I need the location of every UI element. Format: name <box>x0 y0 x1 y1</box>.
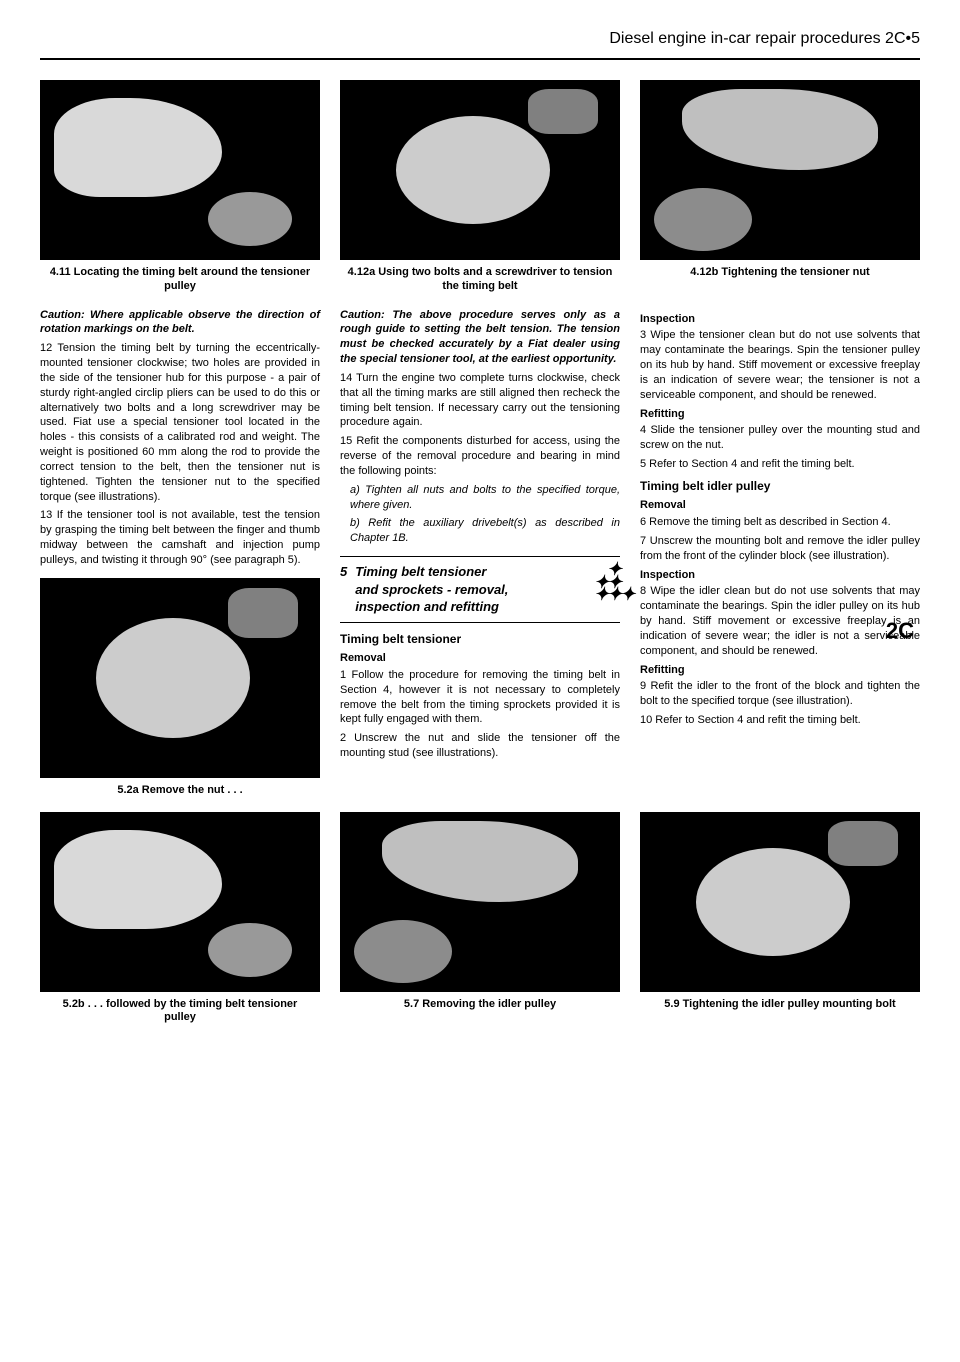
figure-caption: 5.9 Tightening the idler pulley mounting… <box>664 998 895 1012</box>
header-rule <box>40 58 920 60</box>
para-13: 13 If the tensioner tool is not availabl… <box>40 508 320 567</box>
para-tbt-5: 5 Refer to Section 4 and refit the timin… <box>640 457 920 472</box>
para-idler-9: 9 Refit the idler to the front of the bl… <box>640 679 920 709</box>
para-15b: b) Refit the auxiliary drivebelt(s) as d… <box>340 516 620 546</box>
figure-4-12a: 4.12a Using two bolts and a screwdriver … <box>340 80 620 294</box>
para-idler-10: 10 Refer to Section 4 and refit the timi… <box>640 713 920 728</box>
para-15: 15 Refit the components disturbed for ac… <box>340 434 620 479</box>
subsubhead-inspection: Inspection <box>640 312 920 327</box>
para-idler-8: 8 Wipe the idler clean but do not use so… <box>640 584 920 658</box>
figure-row-top: 4.11 Locating the timing belt around the… <box>40 80 920 294</box>
figure-5-7: 5.7 Removing the idler pulley <box>340 812 620 1026</box>
figure-image <box>340 80 620 260</box>
column-left: Caution: Where applicable observe the di… <box>40 308 320 798</box>
figure-4-12b: 4.12b Tightening the tensioner nut <box>640 80 920 294</box>
para-14: 14 Turn the engine two complete turns cl… <box>340 371 620 430</box>
para-idler-6: 6 Remove the timing belt as described in… <box>640 515 920 530</box>
text-row-main: Caution: Where applicable observe the di… <box>40 308 920 798</box>
subsubhead-inspection: Inspection <box>640 568 920 583</box>
column-right: Inspection 3 Wipe the tensioner clean bu… <box>640 308 920 798</box>
para-15a: a) Tighten all nuts and bolts to the spe… <box>340 483 620 513</box>
difficulty-icon: ✦✦✦✦✦✦ <box>594 563 620 601</box>
section-number: 5 <box>340 563 347 581</box>
figure-image <box>40 578 320 778</box>
para-tbt-3: 3 Wipe the tensioner clean but do not us… <box>640 328 920 402</box>
figure-caption: 4.12a Using two bolts and a screwdriver … <box>347 266 613 294</box>
figure-caption: 4.11 Locating the timing belt around the… <box>47 266 313 294</box>
figure-image <box>40 812 320 992</box>
para-tbt-2: 2 Unscrew the nut and slide the tensione… <box>340 731 620 761</box>
figure-5-9: 5.9 Tightening the idler pulley mounting… <box>640 812 920 1026</box>
side-tab: 2C <box>886 618 914 644</box>
figure-image <box>40 80 320 260</box>
figure-image <box>640 812 920 992</box>
para-idler-7: 7 Unscrew the mounting bolt and remove t… <box>640 534 920 564</box>
section-title-line: Timing belt tensioner <box>355 564 486 579</box>
section-title-line: and sprockets - removal, <box>355 582 508 597</box>
figure-image <box>640 80 920 260</box>
figure-5-2b: 5.2b . . . followed by the timing belt t… <box>40 812 320 1026</box>
subhead-idler: Timing belt idler pulley <box>640 478 920 494</box>
column-middle: Caution: The above procedure serves only… <box>340 308 620 798</box>
subsubhead-refitting: Refitting <box>640 407 920 422</box>
figure-5-2a: 5.2a Remove the nut . . . <box>40 578 320 798</box>
para-tbt-1: 1 Follow the procedure for removing the … <box>340 668 620 727</box>
subsubhead-removal: Removal <box>640 498 920 513</box>
figure-caption: 5.2a Remove the nut . . . <box>117 784 242 798</box>
section-5-heading: 5 Timing belt tensioner and sprockets - … <box>340 556 620 623</box>
figure-4-11: 4.11 Locating the timing belt around the… <box>40 80 320 294</box>
caution-text: Caution: The above procedure serves only… <box>340 308 620 367</box>
figure-caption: 5.2b . . . followed by the timing belt t… <box>47 998 313 1026</box>
section-title-line: inspection and refitting <box>355 599 499 614</box>
figure-image <box>340 812 620 992</box>
subhead-tbt: Timing belt tensioner <box>340 631 620 647</box>
figure-caption: 5.7 Removing the idler pulley <box>404 998 556 1012</box>
figure-row-bottom: 5.2b . . . followed by the timing belt t… <box>40 812 920 1026</box>
caution-text: Caution: Where applicable observe the di… <box>40 308 320 338</box>
para-tbt-4: 4 Slide the tensioner pulley over the mo… <box>640 423 920 453</box>
subsubhead-refitting: Refitting <box>640 663 920 678</box>
para-12: 12 Tension the timing belt by turning th… <box>40 341 320 504</box>
page-header: Diesel engine in-car repair procedures 2… <box>40 30 920 48</box>
figure-caption: 4.12b Tightening the tensioner nut <box>690 266 869 280</box>
subsubhead-removal: Removal <box>340 651 620 666</box>
